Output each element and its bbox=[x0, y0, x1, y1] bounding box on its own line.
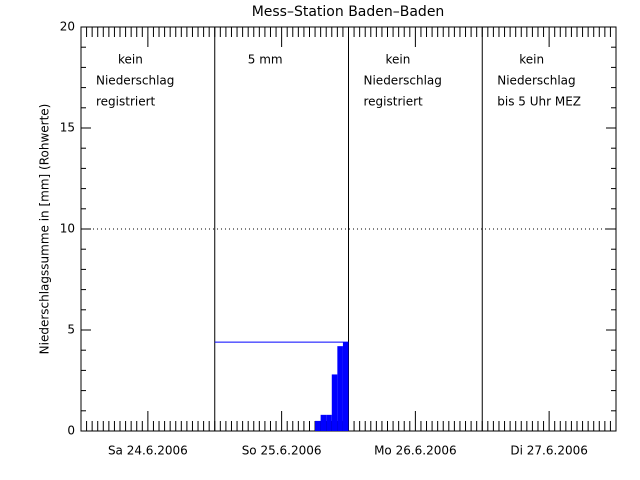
annotation: kein bbox=[118, 53, 143, 67]
annotation: kein bbox=[519, 53, 544, 67]
y-axis-label: Niederschlagssumme in [mm] (Rohwerte) bbox=[38, 104, 52, 355]
y-tick-label: 10 bbox=[60, 222, 75, 236]
annotation: kein bbox=[386, 53, 411, 67]
annotation: Niederschlag bbox=[364, 74, 442, 88]
annotation: registriert bbox=[364, 95, 424, 109]
annotation: bis 5 Uhr MEZ bbox=[497, 95, 581, 109]
bar bbox=[326, 414, 332, 431]
bar bbox=[331, 374, 338, 431]
bar bbox=[315, 420, 321, 431]
bar bbox=[342, 342, 349, 431]
x-tick-label: Sa 24.6.2006 bbox=[108, 444, 188, 458]
x-tick-label: So 25.6.2006 bbox=[242, 444, 322, 458]
bar bbox=[320, 414, 327, 431]
annotation: Niederschlag bbox=[497, 74, 575, 88]
annotation: Niederschlag bbox=[96, 74, 174, 88]
bar bbox=[337, 346, 343, 431]
y-tick-label: 15 bbox=[60, 121, 75, 135]
annotation: registriert bbox=[96, 95, 156, 109]
x-tick-label: Di 27.6.2006 bbox=[510, 444, 587, 458]
chart-title: Mess–Station Baden–Baden bbox=[252, 4, 445, 20]
x-tick-label: Mo 26.6.2006 bbox=[374, 444, 457, 458]
y-tick-label: 20 bbox=[60, 20, 75, 34]
y-tick-label: 5 bbox=[67, 323, 75, 337]
y-tick-label: 0 bbox=[67, 424, 75, 438]
annotation: 5 mm bbox=[248, 53, 283, 67]
